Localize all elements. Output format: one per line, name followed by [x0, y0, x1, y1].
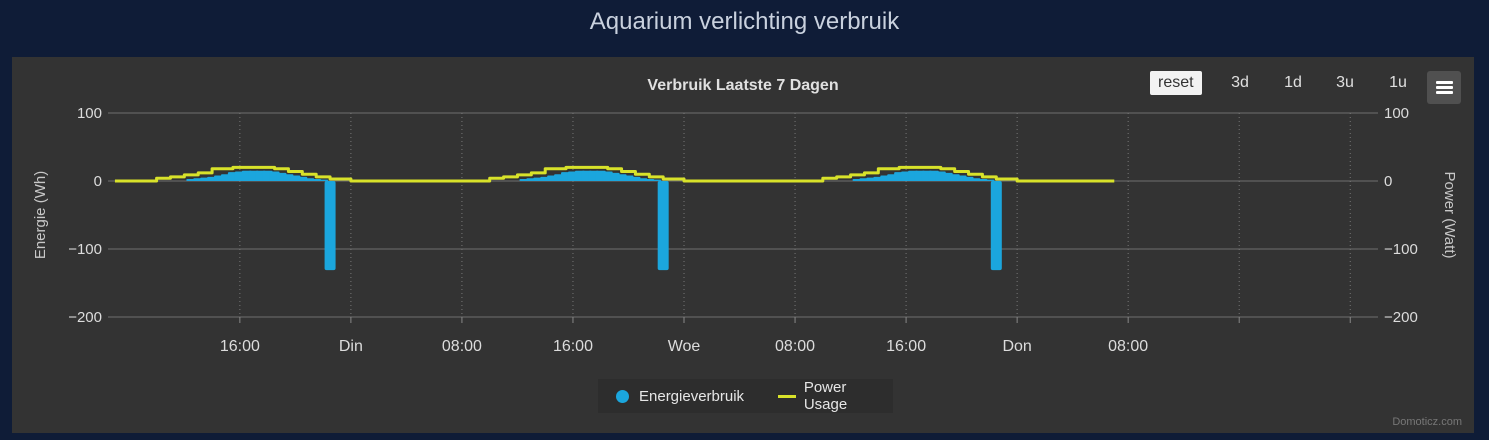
- zoom-1d-button[interactable]: 1d: [1284, 74, 1302, 91]
- chart-panel: Verbruik Laatste 7 Dagen 100 100 0 0 −100 −100…: [12, 57, 1474, 433]
- x-tick-label: 16:00: [220, 338, 260, 355]
- x-tick-label: 08:00: [442, 338, 482, 355]
- chart-title: Verbruik Laatste 7 Dagen: [647, 77, 838, 94]
- energy-bar-negative: [324, 181, 336, 271]
- legend-item-power[interactable]: Power Usage: [778, 379, 893, 413]
- energy-bar: [318, 179, 329, 181]
- y-right-tick-label: 0: [1384, 173, 1392, 190]
- y-right-axis-title: Power (Watt): [1441, 172, 1458, 259]
- legend-dot-icon: [616, 389, 629, 403]
- power-usage-line: [114, 165, 1115, 183]
- y-right-tick-label: 100: [1384, 105, 1409, 122]
- y-left-tick-label: −200: [68, 309, 102, 326]
- x-tick-label: 08:00: [775, 338, 815, 355]
- x-tick-label: 16:00: [886, 338, 926, 355]
- energy-bar-negative: [990, 181, 1002, 271]
- y-left-axis-title: Energie (Wh): [32, 171, 49, 259]
- y-right-tick-label: −200: [1384, 309, 1418, 326]
- y-left-tick-label: −100: [68, 241, 102, 258]
- y-right-tick-label: −100: [1384, 241, 1418, 258]
- legend-label-power: Power Usage: [803, 379, 848, 413]
- energy-bar: [651, 179, 662, 181]
- hamburger-menu-icon[interactable]: [1427, 71, 1461, 104]
- page-title: Aquarium verlichting verbruik: [589, 8, 900, 35]
- credits-link[interactable]: Domoticz.com: [1392, 416, 1462, 428]
- y-left-tick-label: 0: [94, 173, 102, 190]
- zoom-1u-button[interactable]: 1u: [1389, 74, 1407, 91]
- legend-item-energy[interactable]: Energieverbruik: [616, 387, 744, 405]
- x-tick-label: Don: [1002, 338, 1031, 355]
- chart-legend: Energieverbruik Power Usage: [598, 379, 893, 413]
- legend-line-icon: [778, 394, 796, 398]
- x-tick-label: Din: [339, 338, 363, 355]
- energy-bar-negative: [657, 181, 669, 271]
- x-tick-label: Woe: [668, 338, 701, 355]
- x-tick-label: 16:00: [553, 338, 593, 355]
- x-tick-label: 08:00: [1108, 338, 1148, 355]
- reset-zoom-button[interactable]: reset: [1150, 71, 1202, 95]
- y-left-tick-label: 100: [77, 105, 102, 122]
- legend-label-energy: Energieverbruik: [639, 387, 745, 405]
- chart-svg: Verbruik Laatste 7 Dagen 100 100 0 0 −100 −100…: [32, 77, 1458, 355]
- zoom-3d-button[interactable]: 3d: [1231, 74, 1249, 91]
- zoom-3u-button[interactable]: 3u: [1336, 74, 1354, 91]
- energy-bar: [984, 179, 995, 181]
